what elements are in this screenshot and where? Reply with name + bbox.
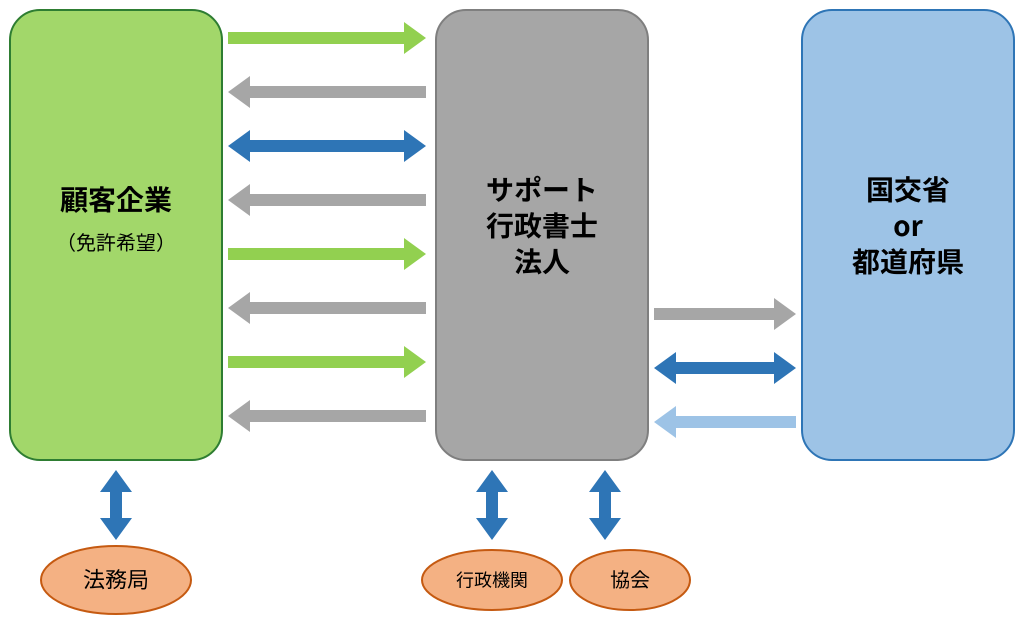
arrow-a5 bbox=[228, 238, 426, 270]
node-agency: 行政機関 bbox=[422, 550, 562, 610]
node-customer-title: 顧客企業 bbox=[60, 179, 172, 219]
arrow-a6 bbox=[228, 292, 426, 324]
node-support-line-2: 法人 bbox=[514, 241, 570, 281]
arrow-a8 bbox=[228, 400, 426, 432]
arrow-b1 bbox=[654, 298, 796, 330]
node-support-line-0: サポート bbox=[486, 169, 598, 209]
arrow-a7 bbox=[228, 346, 426, 378]
varrow-v3 bbox=[589, 470, 621, 540]
node-legal-label: 法務局 bbox=[83, 563, 149, 595]
node-assoc-label: 協会 bbox=[610, 564, 650, 593]
node-gov: 国交省or都道府県 bbox=[802, 10, 1014, 460]
node-legal: 法務局 bbox=[41, 546, 191, 614]
node-gov-line-0: 国交省 bbox=[866, 169, 950, 209]
node-support-line-1: 行政書士 bbox=[486, 205, 598, 245]
arrow-b2 bbox=[654, 352, 796, 384]
node-support: サポート行政書士法人 bbox=[436, 10, 648, 460]
arrow-a3 bbox=[228, 130, 426, 162]
varrow-v1 bbox=[100, 470, 132, 540]
arrow-b3 bbox=[654, 406, 796, 438]
node-assoc: 協会 bbox=[570, 550, 690, 610]
node-agency-label: 行政機関 bbox=[456, 566, 528, 592]
node-customer-subtitle: （免許希望） bbox=[56, 227, 176, 256]
node-gov-line-1: or bbox=[893, 205, 924, 245]
arrow-a2 bbox=[228, 76, 426, 108]
varrow-v2 bbox=[476, 470, 508, 540]
node-gov-line-2: 都道府県 bbox=[852, 241, 964, 281]
node-customer: 顧客企業 （免許希望） bbox=[10, 10, 222, 460]
arrow-a1 bbox=[228, 22, 426, 54]
arrow-a4 bbox=[228, 184, 426, 216]
